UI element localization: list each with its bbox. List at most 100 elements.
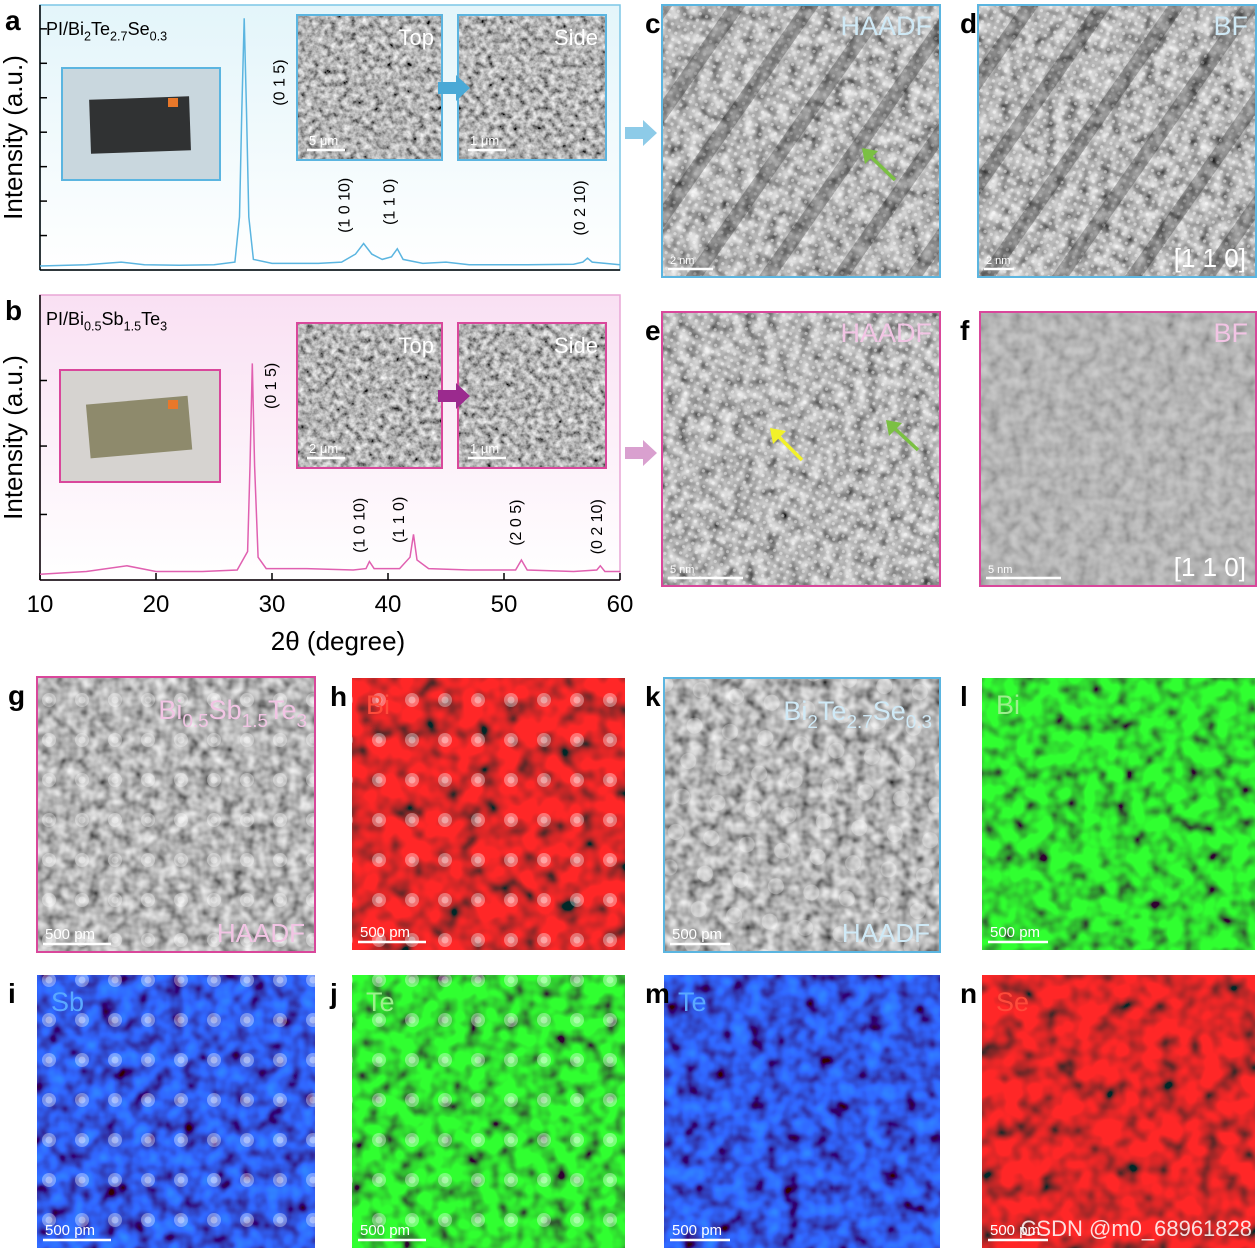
x-tick-label: 50 [491, 591, 518, 618]
micrograph-overlay [37, 975, 315, 1248]
micrograph-border [979, 311, 1257, 587]
text-part: 2 [807, 712, 818, 733]
panel-letter: c [645, 8, 661, 39]
image-label: HAADF [840, 11, 932, 41]
arrow [625, 120, 657, 146]
peak-label: (0 2 10) [589, 499, 606, 554]
micrograph-tint [980, 312, 1256, 586]
text-part: Sb [102, 309, 124, 329]
text-part: 1.5 [242, 711, 268, 732]
image-label: Bi [996, 690, 1020, 720]
pointer-arrow [774, 432, 804, 462]
peak-label: (1 1 0) [382, 179, 399, 225]
text-part: 0.3 [906, 712, 932, 733]
image-label: Bi0.5Sb1.5Te3 [158, 695, 307, 732]
micrograph-overlay [662, 312, 940, 586]
panel-letter: f [960, 315, 970, 346]
scale-label: 5 nm [988, 564, 1012, 576]
inset-label: Top [399, 333, 434, 358]
text-part: 0.3 [150, 29, 168, 43]
panel-letter: m [645, 978, 670, 1009]
inset-label: Side [554, 333, 598, 358]
image-label: Bi2Te2.7Se0.3 [783, 696, 932, 733]
text-part: Te [268, 695, 297, 725]
micrograph-overlay [352, 678, 625, 950]
watermark: CSDN @m0_68961828 [1021, 1216, 1252, 1241]
x-tick-label: 10 [27, 591, 54, 618]
text-part: 0.5 [84, 319, 102, 333]
peak-label: (0 2 10) [572, 180, 589, 235]
x-tick-label: 20 [143, 591, 170, 618]
micrograph-overlay [352, 975, 625, 1248]
image-label: BF [1213, 318, 1248, 348]
image-note: [1 1 0] [1174, 552, 1246, 582]
text-part: Sb [209, 695, 242, 725]
peak-label: (1 1 0) [391, 497, 408, 543]
xrd-line [39, 18, 621, 267]
pointer-arrow [866, 152, 897, 182]
panel-letter: i [8, 978, 16, 1009]
image-note: [1 1 0] [1174, 243, 1246, 273]
pointer-arrow [890, 424, 920, 452]
y-axis-label: Intensity (a.u.) [0, 355, 28, 520]
text-part: Te [818, 696, 847, 726]
image-label: Te [366, 987, 395, 1017]
scale-label: 500 pm [360, 1222, 410, 1239]
text-part: 2.7 [846, 712, 872, 733]
scale-label: 5 μm [309, 133, 338, 148]
peak-label: (0 1 5) [271, 59, 288, 105]
image-label: BF [1213, 11, 1248, 41]
scale-label: 500 pm [672, 1222, 722, 1239]
scale-label: 1 μm [470, 441, 499, 456]
micrograph-border [661, 311, 941, 587]
image-label: Bi [366, 690, 390, 720]
micrograph-border [36, 676, 316, 953]
x-tick-label: 60 [607, 591, 634, 618]
panel-letter: h [330, 681, 347, 712]
scale-label: 1 μm [470, 133, 499, 148]
panel-letter: k [645, 681, 661, 712]
text-part: Te [91, 19, 110, 39]
micrograph-border [661, 4, 941, 278]
panel-letter: j [329, 978, 338, 1009]
arrow [438, 383, 470, 409]
x-tick-label: 40 [375, 591, 402, 618]
pointer-arrow-head [770, 428, 786, 444]
arrow [625, 440, 657, 466]
panel-letter: a [5, 5, 21, 36]
chart-title: PI/Bi2Te2.7Se0.3 [46, 19, 167, 43]
sem-image [458, 15, 606, 160]
text-part: 3 [160, 319, 167, 333]
scale-label: 2 nm [986, 255, 1010, 267]
scale-label: 500 pm [45, 1222, 95, 1239]
image-label: HAADF [840, 318, 932, 348]
sem-image [458, 323, 606, 468]
scale-label: 2 μm [309, 441, 338, 456]
peak-label: (0 1 5) [263, 363, 280, 409]
micrograph [982, 678, 1255, 950]
text-part: Bi [783, 696, 807, 726]
scale-label: 500 pm [990, 1222, 1040, 1239]
text-part: PI/Bi [46, 309, 84, 329]
image-label: Te [678, 987, 707, 1017]
text-part: 1.5 [124, 319, 142, 333]
film-tab [168, 98, 178, 107]
y-axis-label: Intensity (a.u.) [0, 55, 28, 220]
pointer-arrow-head [886, 420, 902, 436]
micrograph [980, 312, 1256, 586]
scale-label: 5 nm [670, 564, 694, 576]
peak-label: (2 0 5) [508, 500, 525, 546]
inset-label: Top [399, 25, 434, 50]
micrograph-border [977, 4, 1257, 278]
image-label: Se [996, 987, 1029, 1017]
text-part: Te [141, 309, 160, 329]
scale-label: 500 pm [990, 924, 1040, 941]
text-part: Se [128, 19, 150, 39]
arrow [438, 75, 470, 101]
micrograph-overlay [662, 5, 940, 277]
panel-letter: d [960, 8, 977, 39]
film-sample [89, 96, 191, 154]
panel-letter: l [960, 681, 968, 712]
panel-letter: b [5, 295, 22, 326]
